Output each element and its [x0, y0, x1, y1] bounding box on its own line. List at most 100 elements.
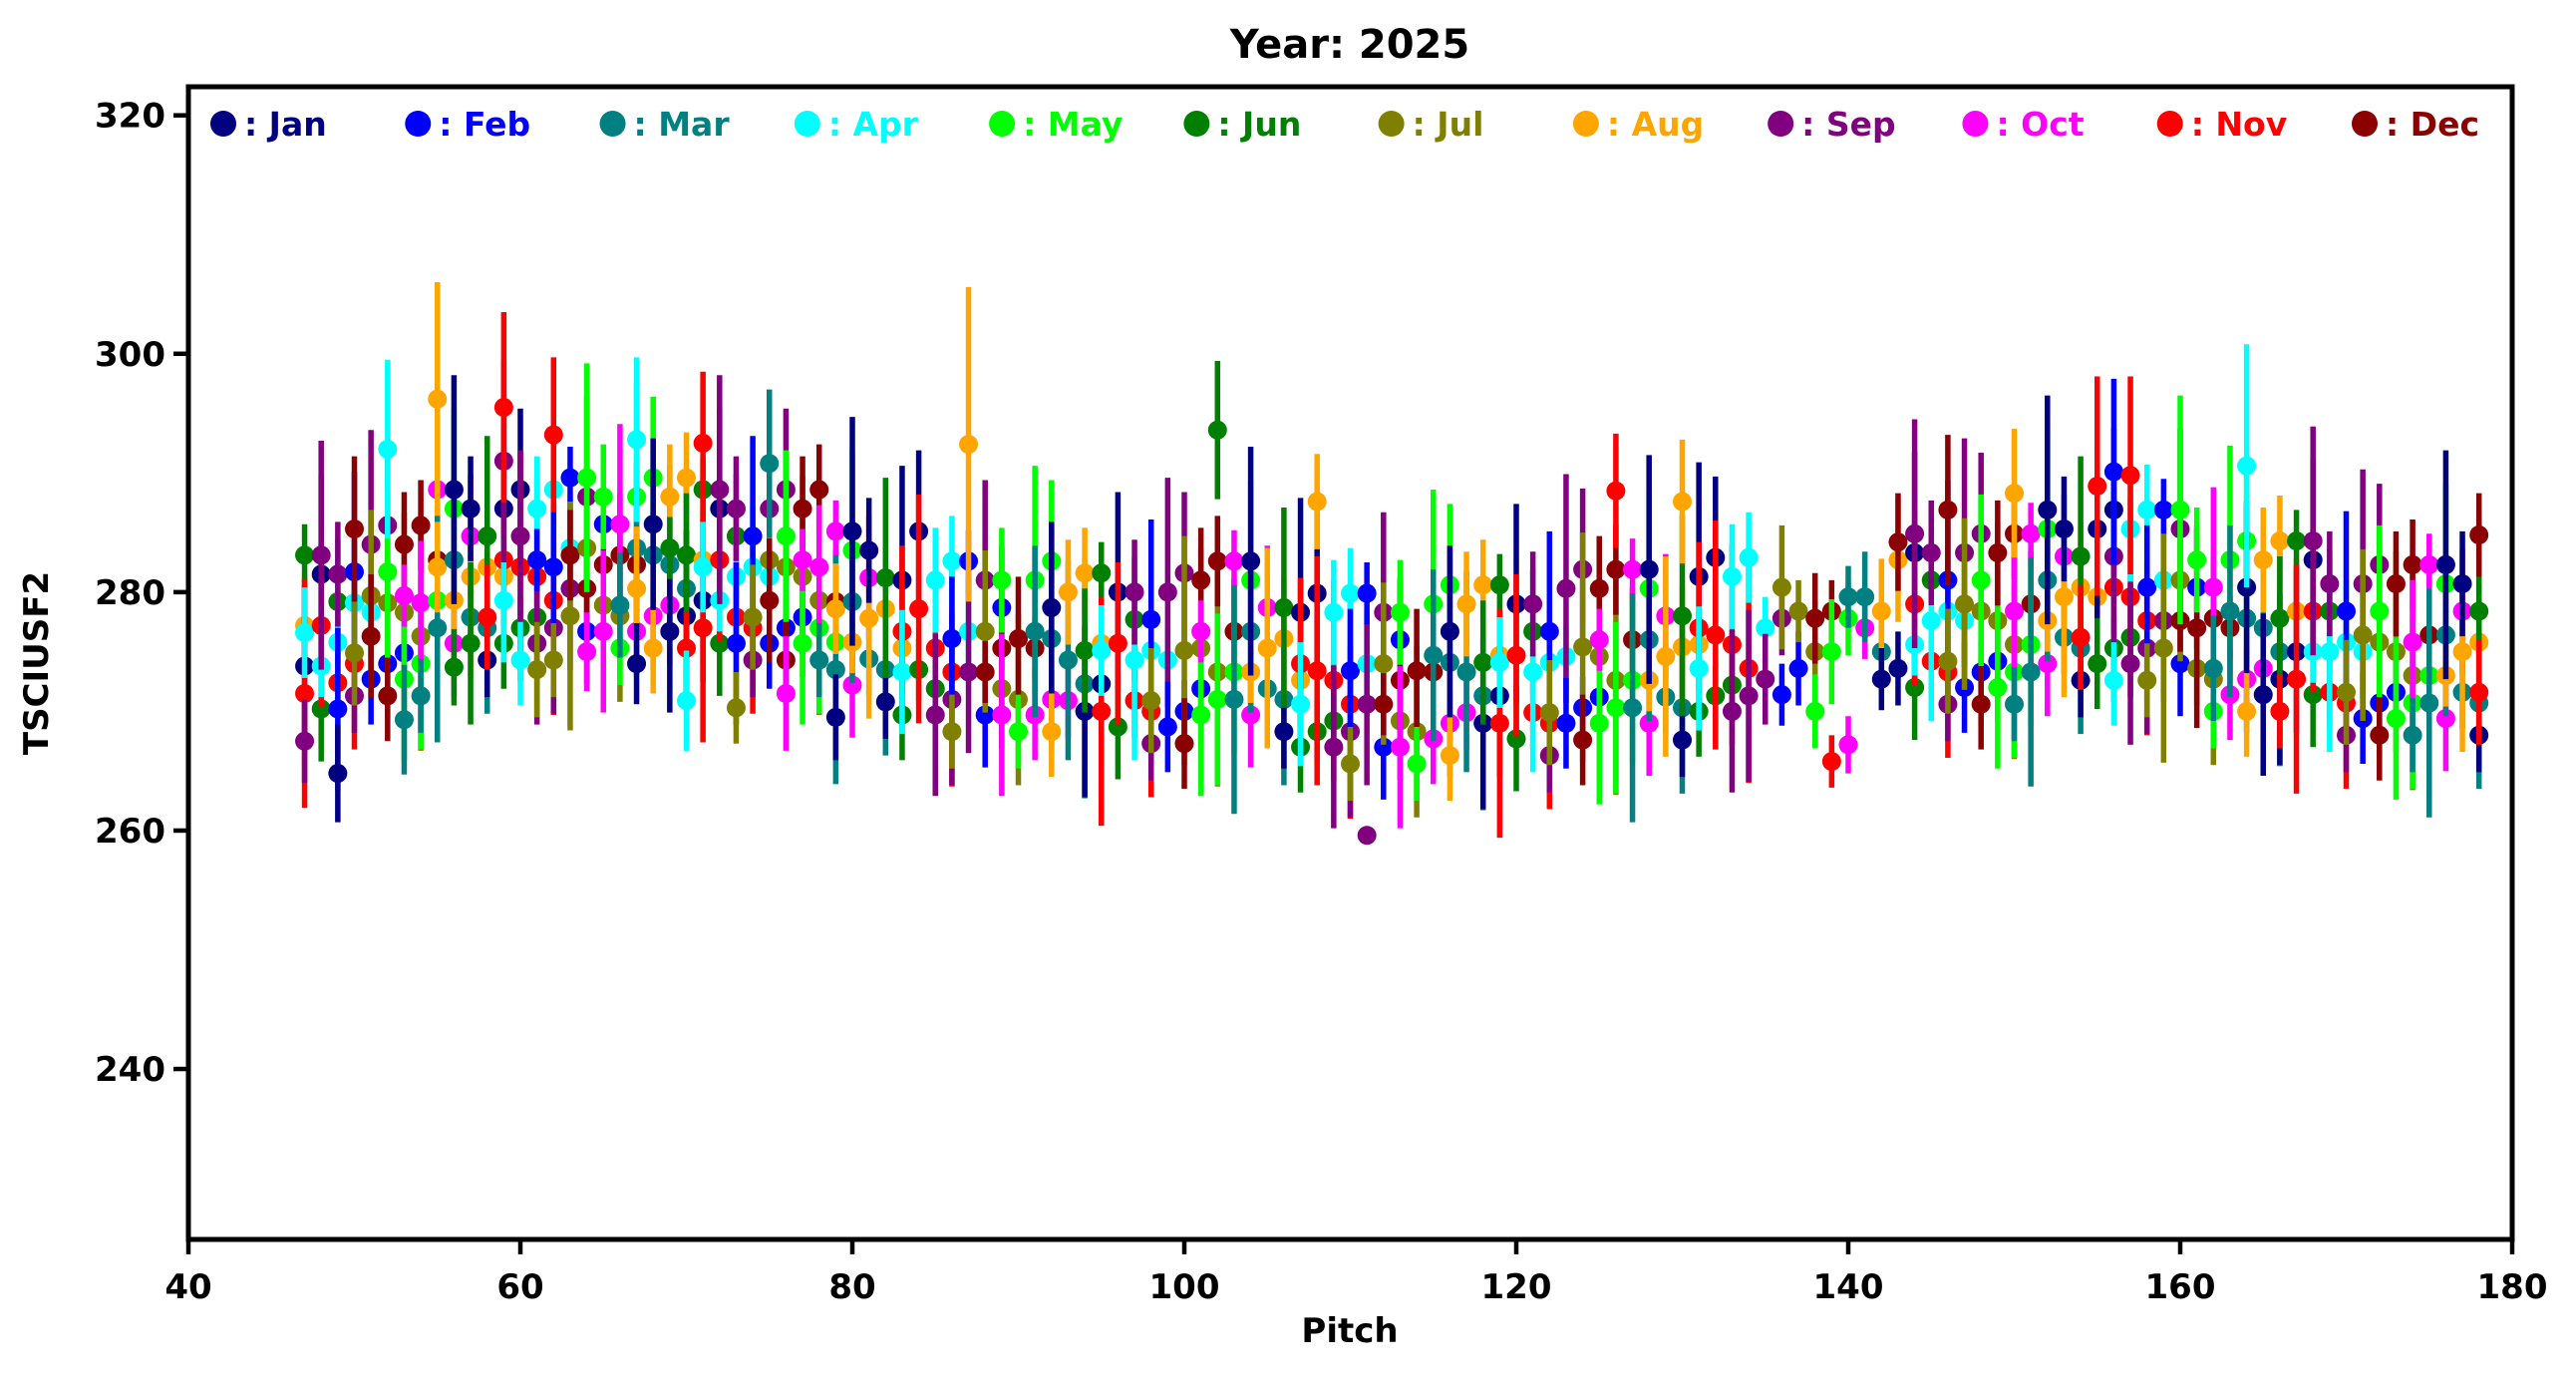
data-point-marker	[892, 662, 912, 682]
data-point-marker	[1224, 551, 1244, 571]
data-point-marker	[2038, 654, 2058, 674]
data-point-marker	[1589, 630, 1609, 650]
data-point-marker	[1125, 650, 1144, 670]
data-point-marker	[1706, 625, 1726, 645]
data-point-marker	[2370, 725, 2390, 745]
data-point-marker	[1573, 730, 1593, 750]
data-point-marker	[1788, 658, 1808, 678]
data-point-marker	[2054, 587, 2074, 607]
data-point-marker	[1390, 737, 1410, 757]
data-point-marker	[560, 545, 580, 565]
legend-marker-icon	[1572, 111, 1599, 137]
data-point-marker	[1722, 701, 1742, 721]
data-point-marker	[2137, 577, 2157, 597]
data-point-marker	[311, 545, 331, 565]
data-point-marker	[2005, 694, 2024, 714]
legend-marker-icon	[1962, 111, 1989, 137]
chart-title: Year: 2025	[1229, 22, 1469, 68]
data-point-marker	[1307, 661, 1327, 681]
data-point-marker	[1174, 640, 1194, 660]
data-point-marker	[1489, 713, 1509, 733]
data-point-marker	[2403, 725, 2422, 745]
data-point-marker	[560, 606, 580, 626]
data-point-marker	[2370, 601, 2390, 621]
data-point-marker	[875, 568, 895, 588]
data-point-marker	[1506, 729, 1526, 749]
data-point-marker	[2153, 500, 2173, 520]
data-point-marker	[2038, 500, 2058, 520]
legend-label: : Jun	[1217, 105, 1301, 144]
data-point-marker	[1921, 611, 1941, 631]
legend-marker-icon	[405, 111, 432, 137]
data-point-marker	[1539, 621, 1559, 641]
data-point-marker	[1207, 420, 1227, 440]
data-point-marker	[925, 705, 945, 725]
data-point-marker	[444, 480, 464, 500]
data-point-marker	[1556, 578, 1576, 598]
legend-label: : Feb	[439, 105, 530, 144]
data-point-marker	[610, 595, 630, 615]
data-point-marker	[1573, 637, 1593, 657]
data-point-marker	[2203, 658, 2223, 678]
data-point-marker	[577, 642, 597, 662]
legend-label: : Apr	[828, 105, 919, 144]
data-point-marker	[776, 526, 796, 546]
data-point-marker	[428, 618, 448, 638]
data-point-marker	[444, 657, 464, 677]
data-point-marker	[1838, 587, 1858, 607]
data-point-marker	[2403, 554, 2422, 574]
data-point-marker	[660, 487, 680, 507]
data-point-marker	[2452, 642, 2472, 662]
data-point-marker	[1871, 601, 1891, 621]
data-point-marker	[1092, 701, 1112, 721]
data-point-marker	[809, 557, 829, 577]
data-point-marker	[627, 430, 647, 450]
data-point-marker	[809, 650, 829, 670]
data-points-layer	[295, 282, 2489, 846]
data-point-marker	[295, 683, 315, 703]
data-point-marker	[1606, 698, 1626, 718]
data-point-marker	[1938, 651, 1958, 671]
x-tick-label: 140	[1813, 1267, 1884, 1307]
data-point-marker	[643, 515, 663, 534]
x-tick-label: 80	[828, 1267, 875, 1307]
legend-marker-icon	[989, 111, 1016, 137]
data-point-marker	[1821, 642, 1841, 662]
data-point-marker	[378, 439, 398, 459]
data-point-marker	[1407, 754, 1427, 774]
data-point-marker	[1374, 737, 1394, 757]
x-tick-label: 100	[1149, 1267, 1220, 1307]
data-point-marker	[2303, 685, 2323, 705]
data-point-marker	[2021, 662, 2041, 682]
data-point-marker	[2103, 670, 2123, 690]
data-point-marker	[1905, 523, 1925, 543]
data-point-marker	[2353, 625, 2373, 645]
y-axis-label: TSCIUSF2	[17, 571, 57, 755]
data-point-marker	[378, 686, 398, 706]
data-point-marker	[760, 454, 780, 474]
data-point-marker	[693, 433, 713, 453]
data-point-marker	[2137, 500, 2157, 520]
data-point-marker	[1174, 734, 1194, 754]
data-point-marker	[859, 608, 879, 628]
data-point-marker	[859, 540, 879, 560]
legend-marker-icon	[2156, 111, 2183, 137]
legend-marker-icon	[794, 111, 820, 137]
data-point-marker	[760, 590, 780, 610]
data-point-marker	[743, 526, 763, 546]
data-point-marker	[2469, 601, 2489, 621]
legend-marker-icon	[1768, 111, 1794, 137]
data-point-marker	[1291, 694, 1311, 714]
data-point-marker	[1456, 594, 1476, 614]
data-point-marker	[527, 499, 547, 519]
data-point-marker	[743, 607, 763, 627]
data-point-marker	[1639, 559, 1659, 579]
data-point-marker	[1341, 661, 1360, 681]
data-point-marker	[1274, 597, 1294, 617]
x-tick-label: 60	[496, 1267, 543, 1307]
legend-item-may: : May	[989, 105, 1123, 144]
data-point-marker	[1955, 594, 1975, 614]
data-point-marker	[510, 526, 530, 546]
data-point-marker	[510, 650, 530, 670]
data-point-marker	[2452, 574, 2472, 594]
